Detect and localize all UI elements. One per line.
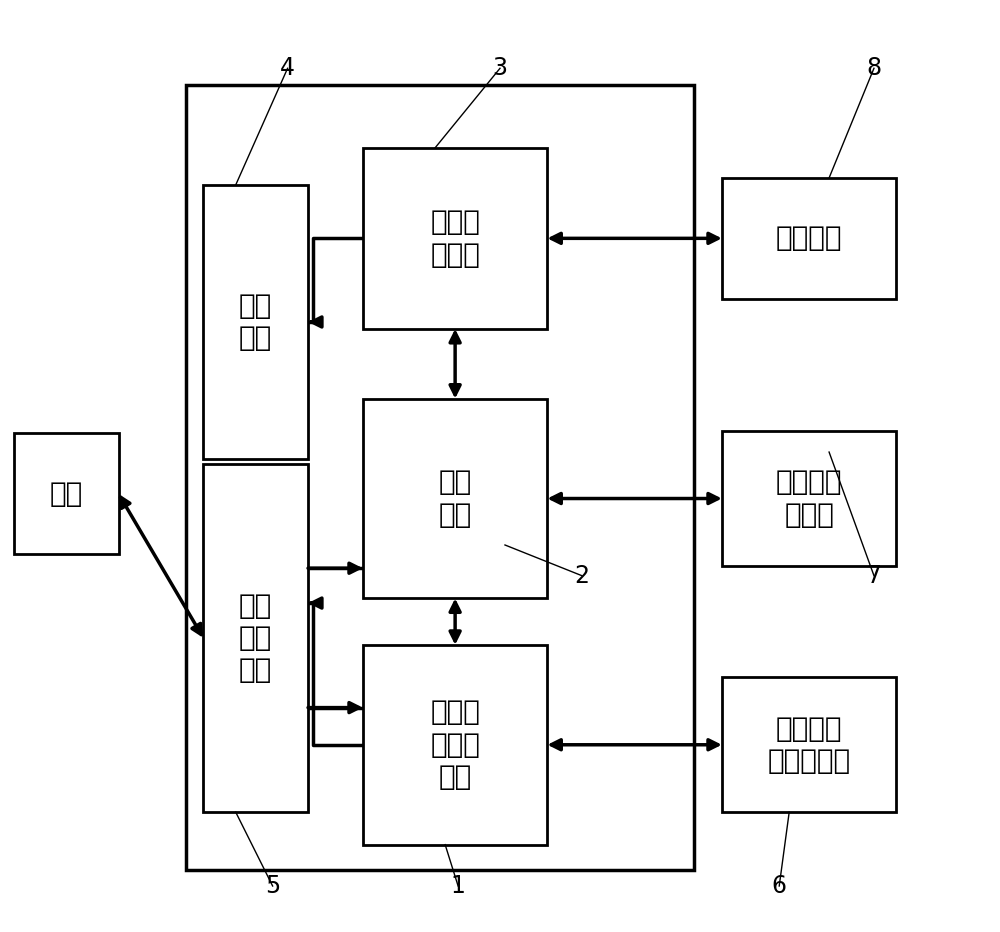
Text: 生物
特征
识别: 生物 特征 识别	[239, 592, 272, 684]
Text: 购物数据
存储库: 购物数据 存储库	[776, 468, 842, 528]
Bar	[363, 645, 547, 844]
Bar	[722, 432, 896, 566]
Text: 2: 2	[574, 564, 589, 588]
Text: 购物
模块: 购物 模块	[438, 468, 472, 528]
Text: 4: 4	[280, 56, 295, 80]
Text: 生物特征
安全存储库: 生物特征 安全存储库	[768, 715, 851, 775]
Bar	[14, 433, 119, 555]
Bar	[203, 464, 308, 812]
Bar	[363, 399, 547, 598]
Bar	[722, 178, 896, 299]
Text: 交互
界面: 交互 界面	[239, 292, 272, 352]
Bar	[363, 148, 547, 329]
Text: 5: 5	[265, 874, 280, 898]
Text: 3: 3	[492, 56, 508, 80]
Text: 可信机构: 可信机构	[776, 225, 842, 253]
Text: 6: 6	[772, 874, 787, 898]
Bar	[203, 185, 308, 459]
Text: 客户: 客户	[50, 480, 83, 508]
Text: 网络通
讯模块: 网络通 讯模块	[430, 208, 480, 268]
Text: 7: 7	[866, 564, 881, 588]
Text: 1: 1	[451, 874, 466, 898]
Text: 生物特
征识别
模块: 生物特 征识别 模块	[430, 698, 480, 791]
Bar	[722, 678, 896, 812]
Text: 8: 8	[866, 56, 882, 80]
Bar	[186, 85, 694, 870]
